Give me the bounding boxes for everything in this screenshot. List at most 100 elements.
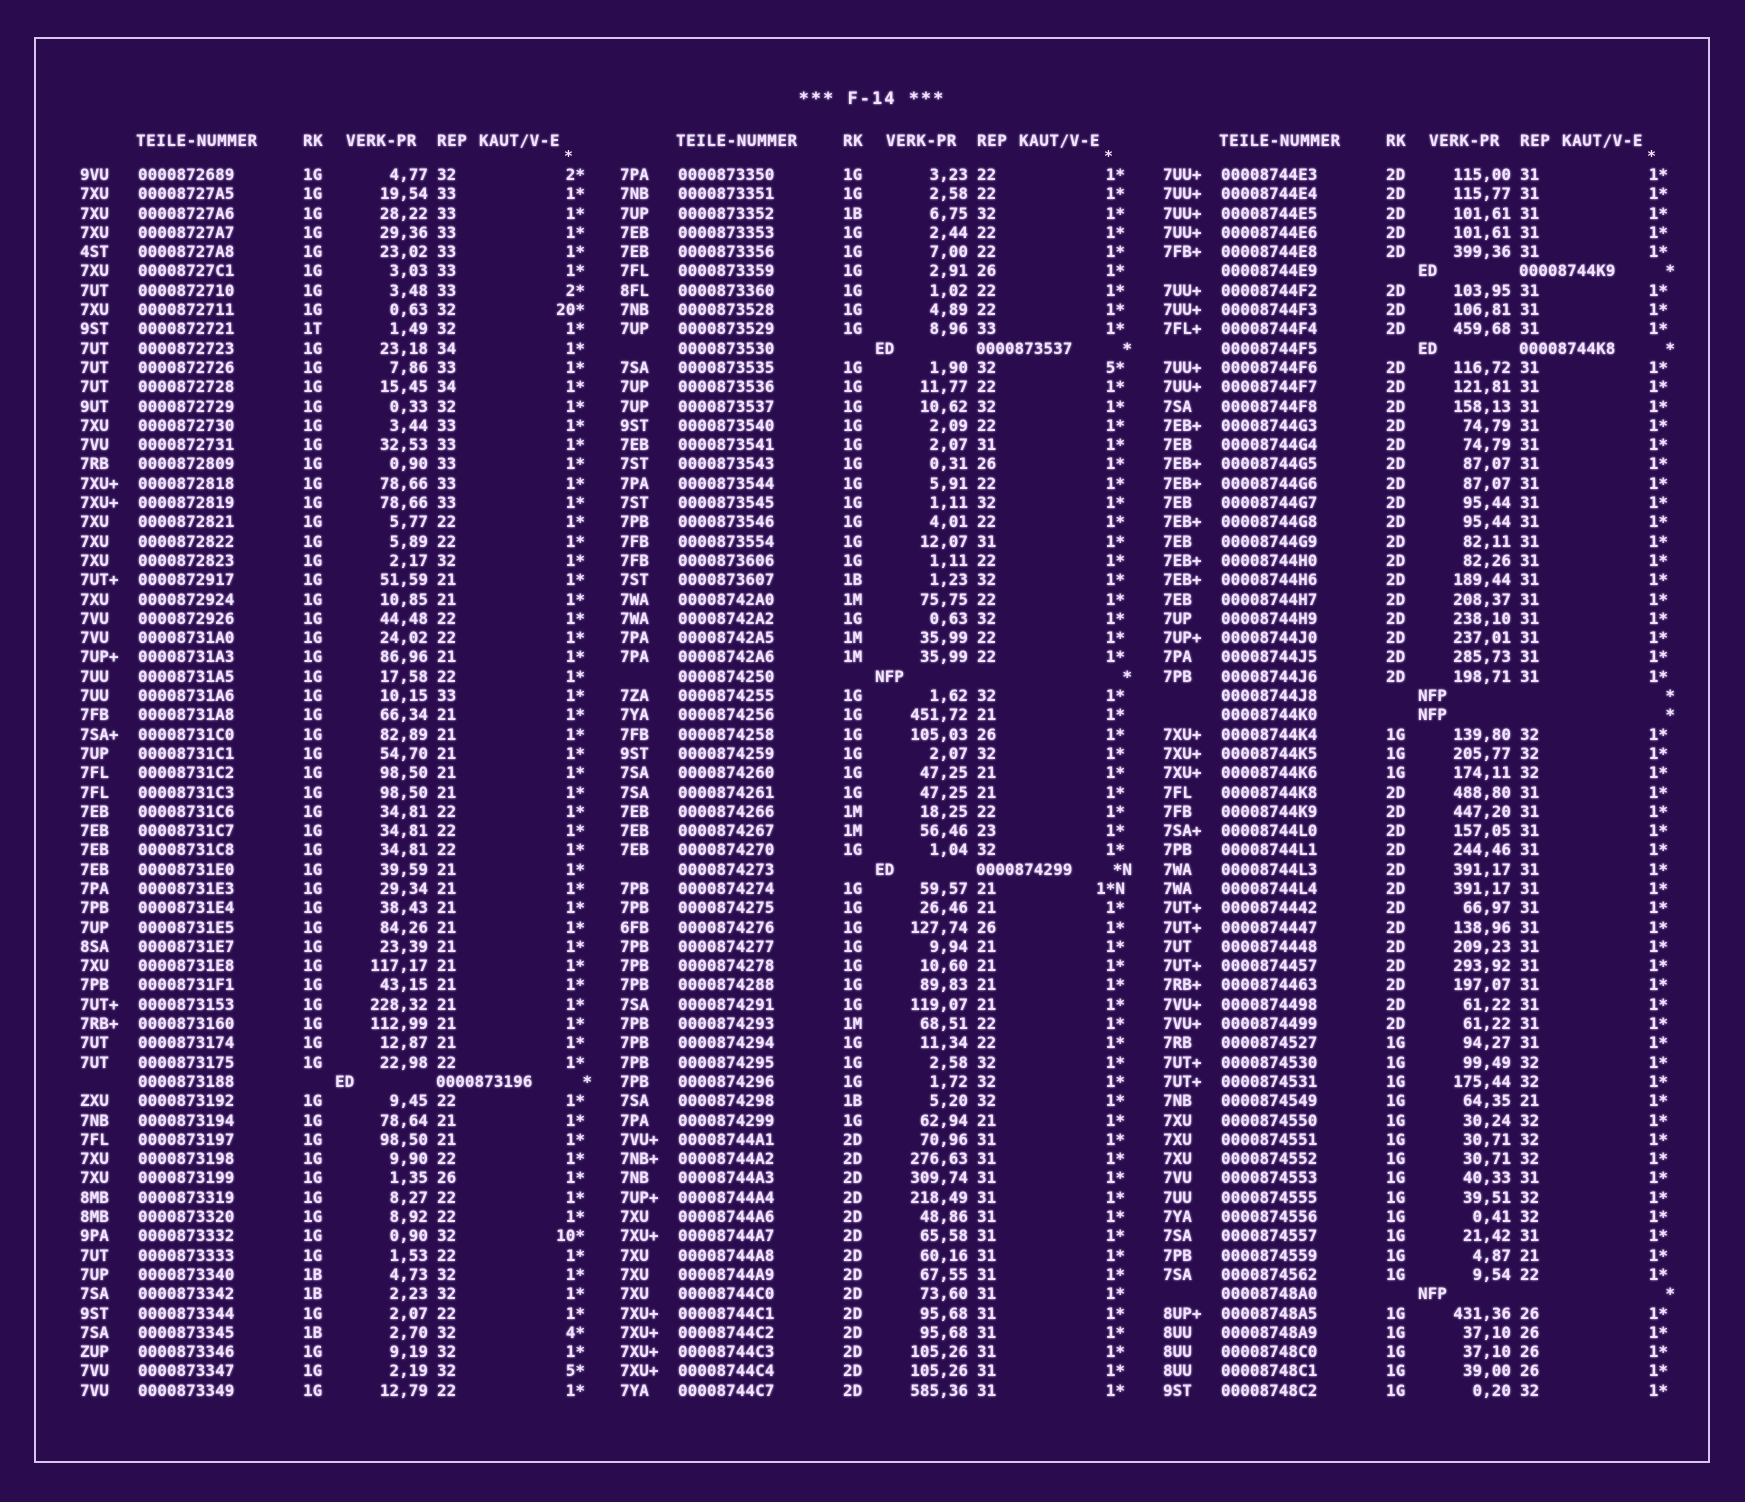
- group-code: 7UT+: [1163, 917, 1202, 937]
- table-row: 7VU 0000874553 1G 40,33 31 1*: [1163, 1168, 1678, 1187]
- price-value: 12,79: [379, 1380, 428, 1400]
- table-row: 0000873530 ED 0000873537 *: [620, 339, 1135, 358]
- price-value: 106,81: [1453, 300, 1511, 320]
- kaut-value: 1*: [1648, 1303, 1668, 1323]
- verk-pr-header: VERK-PR: [886, 131, 957, 150]
- part-number: 0000874275: [678, 898, 775, 918]
- table-row: 00008744F5 ED 00008744K8 *: [1163, 339, 1678, 358]
- group-code: 7RB: [80, 454, 109, 474]
- rk-value: 2D: [1386, 628, 1406, 648]
- kaut-value: 1*: [1648, 724, 1668, 744]
- rk-value: 2D: [1386, 165, 1406, 184]
- table-row: 7UP 0000873340 1B 4,73 32 1*: [80, 1265, 595, 1284]
- kaut-value: 1*: [1105, 763, 1125, 783]
- rep-value: 22: [977, 222, 997, 242]
- part-number: 00008727A7: [138, 222, 235, 242]
- group-code: 7SA: [620, 357, 649, 377]
- rk-value: 1G: [843, 724, 863, 744]
- kaut-value: 1*: [1648, 1052, 1668, 1072]
- kaut-value: 1*: [565, 1187, 585, 1207]
- rk-value: 1G: [303, 878, 323, 898]
- kaut-value: 1*: [1105, 608, 1125, 628]
- kaut-value: 1*: [565, 1014, 585, 1034]
- rep-value: 33: [437, 184, 457, 204]
- part-number: 0000874267: [678, 821, 775, 841]
- table-row: 9UT 0000872729 1G 0,33 32 1*: [80, 397, 595, 416]
- kaut-value: 1*: [1648, 550, 1668, 570]
- part-number: 00008744G5: [1221, 454, 1318, 474]
- rep-value: 32: [977, 1052, 997, 1072]
- price-value: 78,66: [379, 473, 428, 493]
- status-code: ED: [335, 1071, 355, 1091]
- price-value: 1,53: [389, 1245, 428, 1265]
- rk-value: 1G: [303, 1014, 323, 1034]
- rep-header: REP: [977, 131, 1008, 150]
- part-number: 0000874298: [678, 1091, 775, 1111]
- price-value: 447,20: [1453, 801, 1511, 821]
- part-number: 00008744H0: [1221, 550, 1318, 570]
- rk-value: 1G: [843, 1110, 863, 1130]
- rk-value: 2D: [1386, 396, 1406, 416]
- table-row: 7XU 0000872822 1G 5,89 22 1*: [80, 532, 595, 551]
- part-number: 00008744F5: [1221, 338, 1318, 358]
- part-number: 0000874530: [1221, 1052, 1318, 1072]
- part-number: 0000873333: [138, 1245, 235, 1265]
- rep-value: 31: [977, 1380, 997, 1400]
- kaut-value: *: [1665, 261, 1675, 281]
- rk-value: 1G: [303, 1033, 323, 1053]
- part-number: 0000873319: [138, 1187, 235, 1207]
- table-row: 7XU+ 00008744K6 1G 174,11 32 1*: [1163, 763, 1678, 782]
- price-value: 0,20: [1472, 1380, 1511, 1400]
- rk-value: 1G: [843, 242, 863, 262]
- price-value: 451,72: [910, 705, 968, 725]
- rk-value: 1G: [303, 628, 323, 648]
- group-code: 7XU: [80, 1149, 109, 1169]
- price-value: 68,51: [919, 1014, 968, 1034]
- kaut-value: 1*: [1648, 1226, 1668, 1246]
- group-code: 7XU+: [80, 473, 119, 493]
- part-number: 00008731E7: [138, 936, 235, 956]
- part-number: 0000873356: [678, 242, 775, 262]
- rk-value: 2D: [1386, 203, 1406, 223]
- group-code: 7XU+: [620, 1322, 659, 1342]
- rep-value: 32: [437, 1322, 457, 1342]
- kaut-value: 1*: [565, 1380, 585, 1400]
- kaut-value: 1*: [565, 705, 585, 725]
- kaut-value: 1*: [565, 242, 585, 262]
- rk-value: 2D: [1386, 666, 1406, 686]
- rk-value: 1G: [843, 280, 863, 300]
- group-code: 7VU: [80, 1380, 109, 1400]
- kaut-value: 1*N: [1096, 878, 1125, 898]
- group-code: 7UU+: [1163, 165, 1202, 184]
- group-code: 7VU: [80, 435, 109, 455]
- rep-value: 21: [977, 782, 997, 802]
- kaut-value: 1*: [565, 1207, 585, 1227]
- part-number: 0000873332: [138, 1226, 235, 1246]
- rk-value: 1G: [303, 936, 323, 956]
- rk-value: 1G: [1386, 743, 1406, 763]
- rk-value: 1G: [843, 512, 863, 532]
- price-value: 3,44: [389, 415, 428, 435]
- kaut-value: 1*: [1648, 1264, 1668, 1284]
- table-row: 7YA 0000874556 1G 0,41 32 1*: [1163, 1207, 1678, 1226]
- kaut-value: 1*: [565, 628, 585, 648]
- kaut-value: 1*: [565, 1264, 585, 1284]
- rk-value: 1G: [843, 473, 863, 493]
- part-number: 00008744H9: [1221, 608, 1318, 628]
- kaut-value: 1*: [1105, 1187, 1125, 1207]
- rk-value: 1G: [303, 1303, 323, 1323]
- price-value: 2,58: [929, 1052, 968, 1072]
- table-row: 7FL 0000873359 1G 2,91 26 1*: [620, 261, 1135, 280]
- rep-value: 31: [977, 1187, 997, 1207]
- rk-value: 2D: [843, 1284, 863, 1304]
- table-row: 7PA 00008731E3 1G 29,34 21 1*: [80, 879, 595, 898]
- status-code: ED: [1418, 338, 1438, 358]
- price-value: 65,58: [919, 1226, 968, 1246]
- group-code: 7NB: [620, 184, 649, 204]
- part-number: 0000874250: [678, 666, 775, 686]
- rep-value: 33: [437, 222, 457, 242]
- price-value: 101,61: [1453, 203, 1511, 223]
- price-value: 105,03: [910, 724, 968, 744]
- kaut-value: 1*: [565, 1245, 585, 1265]
- table-row: 7EB+ 00008744H6 2D 189,44 31 1*: [1163, 570, 1678, 589]
